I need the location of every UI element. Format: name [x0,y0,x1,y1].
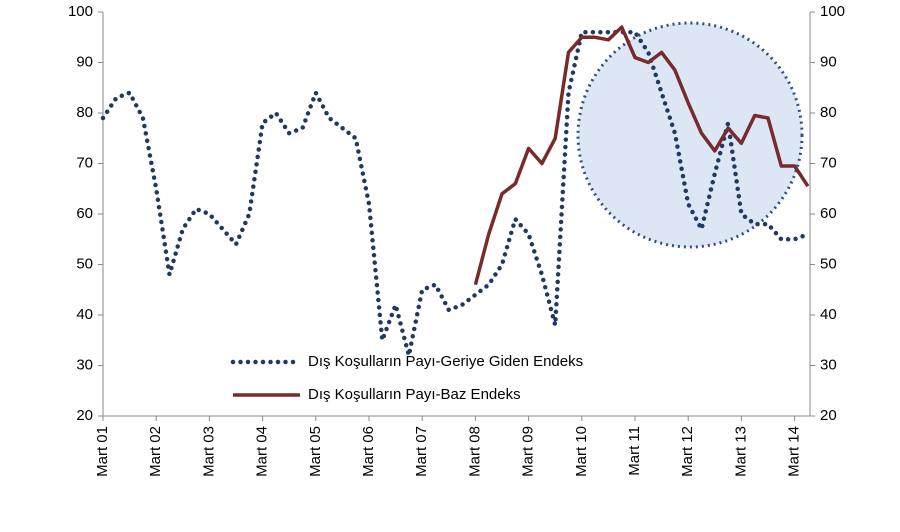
y2-tick-label: 60 [820,205,837,222]
y2-tick-label: 90 [820,53,837,70]
x-tick-label: Mart 13 [732,426,749,477]
x-tick-label: Mart 09 [520,426,537,477]
series-line [100,29,811,356]
legend-label: Dış Koşulların Payı-Baz Endeks [308,386,521,403]
y-tick-label: 40 [76,306,93,323]
x-tick-label: Mart 06 [360,426,377,477]
y-tick-label: 30 [76,356,93,373]
x-tick-label: Mart 08 [466,426,483,477]
x-tick-label: Mart 14 [786,426,803,477]
legend-label: Dış Koşulların Payı-Geriye Giden Endeks [308,353,583,370]
y2-tick-label: 20 [820,407,837,424]
highlight-circle [576,21,804,249]
y2-tick-label: 30 [820,356,837,373]
x-tick-label: Mart 12 [679,426,696,477]
y2-tick-label: 80 [820,104,837,121]
x-tick-label: Mart 02 [147,426,164,477]
y-tick-label: 60 [76,205,93,222]
y-tick-label: 80 [76,104,93,121]
y2-tick-label: 40 [820,306,837,323]
y-tick-label: 100 [68,3,93,20]
y2-tick-label: 70 [820,154,837,171]
y-tick-label: 90 [76,53,93,70]
x-tick-label: Mart 04 [254,426,271,477]
x-tick-label: Mart 07 [413,426,430,477]
x-tick-label: Mart 01 [94,426,111,477]
series-line [473,25,810,286]
y-tick-label: 20 [76,407,93,424]
y2-tick-label: 50 [820,255,837,272]
x-tick-label: Mart 05 [307,426,324,477]
x-tick-label: Mart 10 [573,426,590,477]
y-tick-label: 70 [76,154,93,171]
y-tick-label: 50 [76,255,93,272]
x-tick-label: Mart 03 [200,426,217,477]
y2-tick-label: 100 [820,3,845,20]
x-tick-label: Mart 11 [626,426,643,476]
